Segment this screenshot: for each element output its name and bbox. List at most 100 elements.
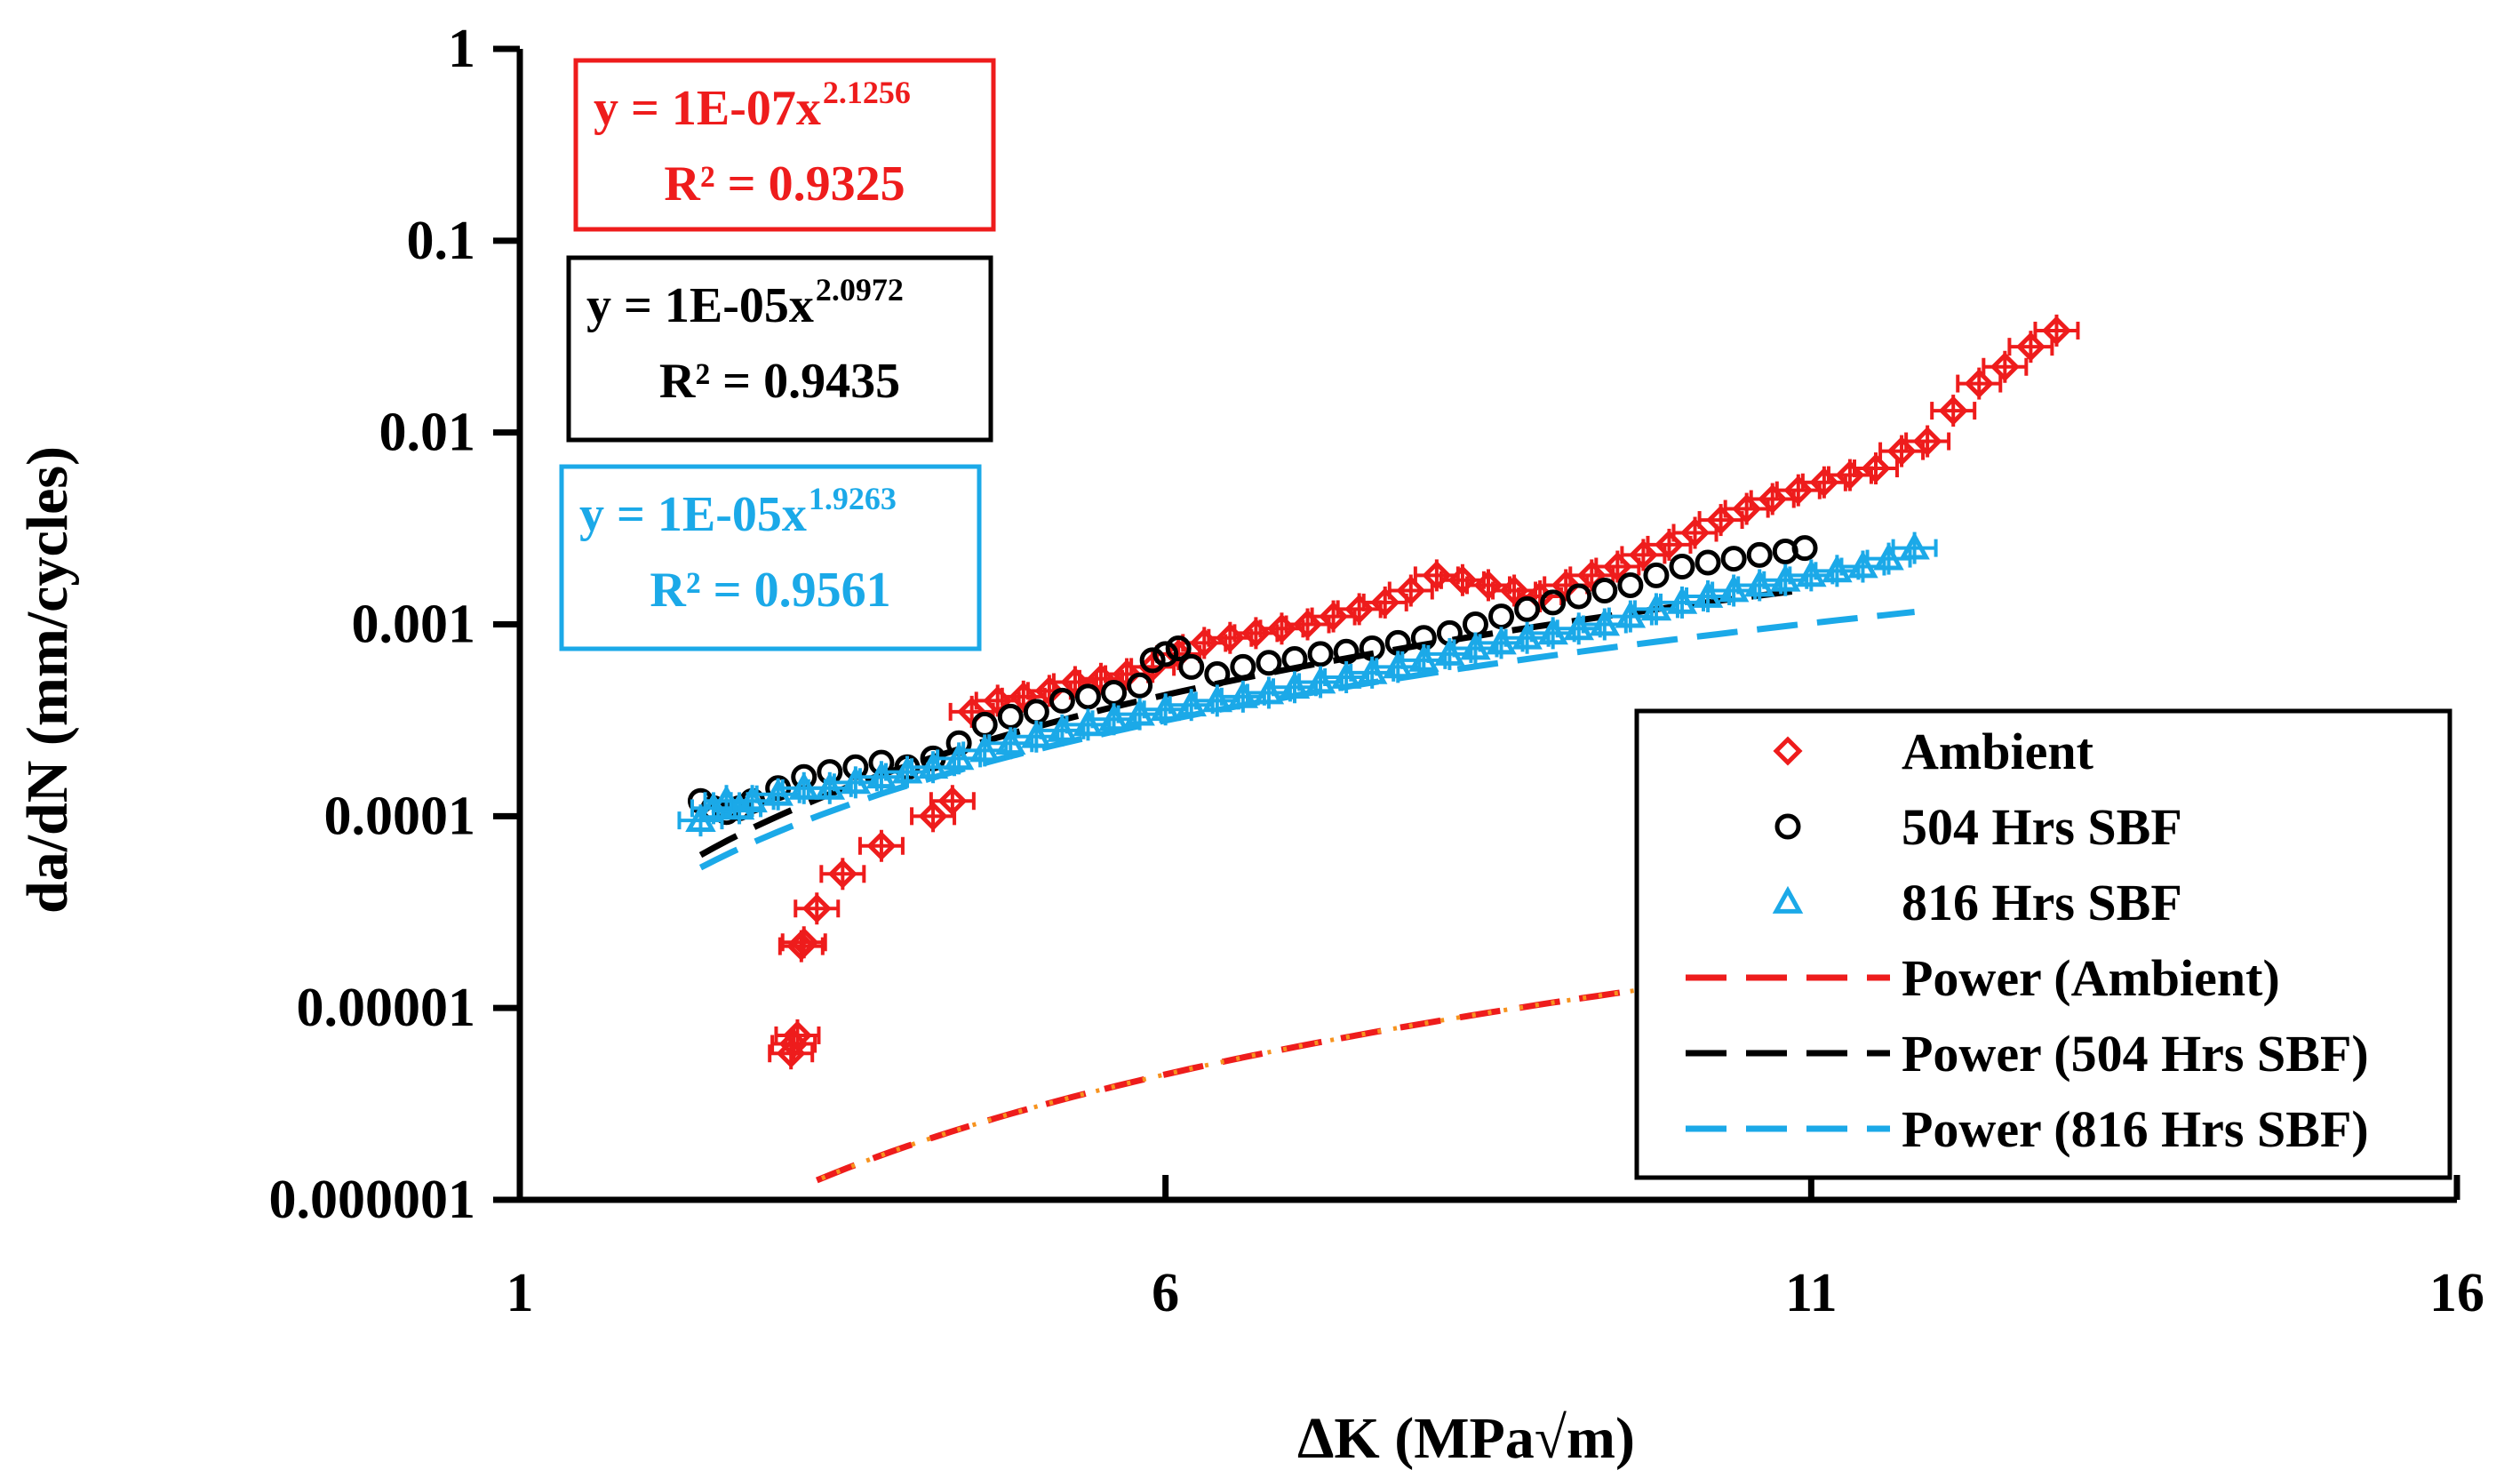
data-point	[1654, 530, 1685, 560]
data-point	[2015, 332, 2046, 362]
equation-r-squared: R² = 0.9561	[650, 563, 890, 618]
data-point	[1396, 575, 1426, 606]
legend-label: Power (504 Hrs SBF)	[1902, 1025, 2369, 1083]
data-point	[937, 786, 968, 816]
data-point	[827, 859, 857, 889]
data-point	[723, 792, 755, 820]
legend-marker-circle	[1774, 813, 1801, 840]
data-point	[1566, 583, 1592, 610]
data-point	[1551, 570, 1581, 600]
equation-formula: y = 1E-05x	[586, 278, 814, 333]
data-point	[1422, 560, 1452, 590]
x-axis-title: ΔK (MPa√m)	[1297, 1406, 1635, 1471]
equation-border	[566, 255, 993, 443]
legend-marker-triangle	[1772, 885, 1804, 914]
data-point	[1912, 427, 1942, 457]
data-point	[1783, 475, 1814, 506]
data-point	[801, 893, 832, 923]
equation-exponent: 1.9263	[809, 481, 897, 516]
equation-border	[559, 464, 982, 651]
legend-label: Power (816 Hrs SBF)	[1902, 1100, 2369, 1158]
data-point	[997, 703, 1024, 730]
equation-border	[573, 58, 996, 232]
legend: Ambient 504 Hrs SBF 816 Hrs SBF Power (Ambi…	[1634, 708, 2452, 1180]
equation-formula: y = 1E-07x	[594, 81, 821, 136]
data-point	[1591, 577, 1618, 603]
y-tick-label: 0.00001	[297, 978, 476, 1038]
x-tick-label: 11	[1785, 1263, 1838, 1323]
data-point	[1074, 683, 1101, 710]
data-point	[1473, 570, 1503, 600]
data-point	[1256, 650, 1282, 676]
y-tick-label: 0.001	[352, 595, 476, 655]
data-point	[1344, 594, 1375, 624]
data-point	[1165, 635, 1192, 661]
data-point	[1139, 647, 1166, 674]
data-point	[789, 927, 819, 957]
equation-exponent: 2.0972	[816, 272, 904, 308]
data-point	[1861, 453, 1891, 483]
equation-r-squared: R² = 0.9435	[659, 354, 900, 409]
data-point	[1307, 641, 1334, 667]
x-tick-label: 16	[2429, 1263, 2484, 1323]
data-point	[1720, 546, 1747, 572]
y-tick-label: 0.01	[379, 403, 476, 463]
data-point	[1628, 539, 1658, 570]
data-point	[1034, 675, 1065, 706]
legend-entry: 816 Hrs SBF	[1772, 874, 2182, 931]
data-point	[1746, 541, 1773, 568]
data-point	[1938, 395, 1968, 426]
data-point	[1540, 589, 1567, 616]
legend-entry: Power (Ambient)	[1686, 949, 2280, 1007]
data-point	[918, 801, 948, 831]
data-series-layer	[677, 314, 2080, 1070]
data-point	[1679, 517, 1711, 548]
data-point	[1230, 653, 1256, 680]
legend-label: Power (Ambient)	[1902, 949, 2280, 1007]
x-axis-ticks: 1 6 11 16	[506, 1175, 2484, 1323]
data-point	[1023, 699, 1049, 725]
y-tick-label: 0.1	[407, 211, 476, 271]
equation-formula: y = 1E-05x	[579, 487, 807, 542]
series-diamond	[768, 314, 2080, 1070]
data-point	[1178, 653, 1205, 680]
data-point	[1809, 467, 1839, 498]
data-point	[1758, 483, 1788, 515]
data-point	[1049, 687, 1075, 714]
x-tick-label: 6	[1152, 1263, 1179, 1323]
data-point	[1617, 571, 1644, 598]
data-point	[1669, 554, 1695, 580]
data-point	[957, 697, 987, 727]
equation-r-squared: R² = 0.9325	[664, 156, 905, 212]
data-point	[971, 711, 998, 738]
data-point	[1695, 549, 1721, 576]
data-point	[866, 831, 897, 861]
data-point	[1576, 560, 1607, 590]
data-point	[1112, 659, 1142, 690]
trendline-0	[815, 939, 2019, 1184]
data-point	[1163, 639, 1193, 669]
data-point	[1643, 562, 1670, 588]
legend-entry: Power (816 Hrs SBF)	[1686, 1100, 2369, 1158]
legend-label: 816 Hrs SBF	[1902, 874, 2182, 931]
y-tick-label: 0.0001	[324, 786, 476, 846]
data-point	[1370, 587, 1400, 618]
legend-entry: Ambient	[1773, 723, 2094, 780]
data-point	[1791, 535, 1818, 562]
data-point	[1009, 682, 1039, 712]
data-point	[1447, 565, 1478, 595]
data-point	[2041, 316, 2072, 346]
data-point	[1899, 531, 1930, 560]
legend-border	[1634, 708, 2452, 1180]
data-point	[1835, 460, 1865, 491]
equation-box-2: y = 1E-05x 1.9263 R² = 0.9561	[559, 464, 982, 651]
data-point	[1499, 575, 1529, 606]
data-point	[1101, 679, 1128, 706]
data-point	[1964, 369, 1994, 399]
data-point	[1281, 645, 1308, 672]
data-point	[1706, 505, 1736, 535]
series-triangle	[677, 531, 1938, 837]
data-point	[782, 1020, 813, 1051]
